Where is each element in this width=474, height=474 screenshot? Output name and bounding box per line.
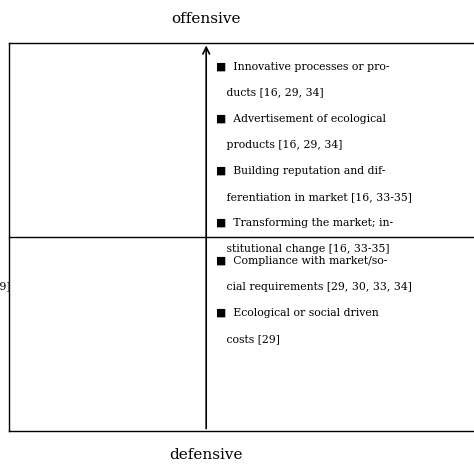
Text: stitutional change [16, 33-35]: stitutional change [16, 33-35] <box>216 244 389 254</box>
Text: defensive: defensive <box>169 448 243 462</box>
Text: ■  Innovative processes or pro-: ■ Innovative processes or pro- <box>216 62 389 72</box>
Text: ferentiation in market [16, 33-35]: ferentiation in market [16, 33-35] <box>216 192 411 202</box>
Text: cial requirements [29, 30, 33, 34]: cial requirements [29, 30, 33, 34] <box>216 282 411 292</box>
Text: ■  Ecological or social driven: ■ Ecological or social driven <box>216 308 378 318</box>
Text: costs [29]: costs [29] <box>216 334 280 344</box>
Text: ■  Building reputation and dif-: ■ Building reputation and dif- <box>216 166 385 176</box>
Text: products [16, 29, 34]: products [16, 29, 34] <box>216 140 342 150</box>
Text: ■  Transforming the market; in-: ■ Transforming the market; in- <box>216 218 393 228</box>
Text: offensive: offensive <box>172 12 241 26</box>
Text: ducts [16, 29, 34]: ducts [16, 29, 34] <box>216 88 323 98</box>
Text: ■  Oriented risk management [29]: ■ Oriented risk management [29] <box>0 282 10 292</box>
Text: ■  Compliance with market/so-: ■ Compliance with market/so- <box>216 256 387 266</box>
Text: ■  Advertisement of ecological: ■ Advertisement of ecological <box>216 114 386 124</box>
